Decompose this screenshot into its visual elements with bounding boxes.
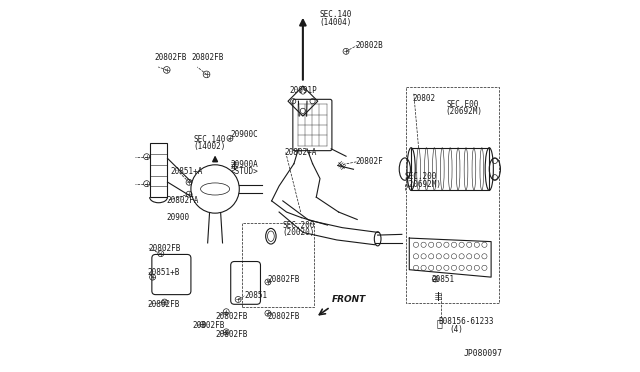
Text: (14004): (14004) bbox=[319, 18, 351, 27]
Text: 20802FB: 20802FB bbox=[154, 53, 187, 62]
Text: 20851+B: 20851+B bbox=[147, 268, 179, 277]
Text: 20802FB: 20802FB bbox=[215, 312, 248, 321]
Text: 20900: 20900 bbox=[167, 213, 190, 222]
Text: B08156-61233: B08156-61233 bbox=[438, 317, 494, 326]
Text: 20900C: 20900C bbox=[230, 130, 258, 139]
Text: 20851: 20851 bbox=[431, 275, 455, 284]
Text: 20851: 20851 bbox=[245, 291, 268, 300]
Text: 20802B: 20802B bbox=[355, 41, 383, 50]
Text: FRONT: FRONT bbox=[332, 295, 367, 304]
Text: (20692M): (20692M) bbox=[405, 180, 442, 189]
Text: 20802FB: 20802FB bbox=[147, 300, 179, 309]
Text: 20802FB: 20802FB bbox=[267, 312, 300, 321]
Text: 20851+A: 20851+A bbox=[170, 167, 203, 176]
Text: (14002): (14002) bbox=[193, 142, 226, 151]
Text: (20020): (20020) bbox=[282, 228, 314, 237]
Text: 20802FB: 20802FB bbox=[191, 53, 224, 62]
Text: 20900A: 20900A bbox=[231, 160, 259, 169]
Text: 20802FB: 20802FB bbox=[215, 330, 248, 339]
Bar bbox=[411, 148, 489, 190]
Text: SEC.140: SEC.140 bbox=[319, 10, 351, 19]
Text: 20802FB: 20802FB bbox=[148, 244, 180, 253]
Text: 20691P: 20691P bbox=[289, 86, 317, 94]
Text: 20802: 20802 bbox=[412, 94, 435, 103]
Text: 20802FB: 20802FB bbox=[193, 321, 225, 330]
Text: 20802FA: 20802FA bbox=[167, 196, 199, 205]
Bar bbox=[242, 223, 314, 307]
Text: (20692M): (20692M) bbox=[445, 107, 483, 116]
Text: 20802+A: 20802+A bbox=[285, 148, 317, 157]
Text: SEC.200: SEC.200 bbox=[405, 172, 437, 181]
Text: (4): (4) bbox=[449, 325, 463, 334]
Text: SEC.140: SEC.140 bbox=[193, 135, 226, 144]
Text: 20802FB: 20802FB bbox=[267, 275, 300, 283]
Text: 20802F: 20802F bbox=[355, 157, 383, 166]
Text: Ⓑ: Ⓑ bbox=[437, 318, 443, 328]
Text: <STUD>: <STUD> bbox=[231, 167, 259, 176]
Text: SEC.E00: SEC.E00 bbox=[447, 100, 479, 109]
Bar bbox=[150, 143, 168, 197]
Text: SEC.200: SEC.200 bbox=[282, 221, 314, 230]
Text: JP080097: JP080097 bbox=[463, 349, 502, 358]
